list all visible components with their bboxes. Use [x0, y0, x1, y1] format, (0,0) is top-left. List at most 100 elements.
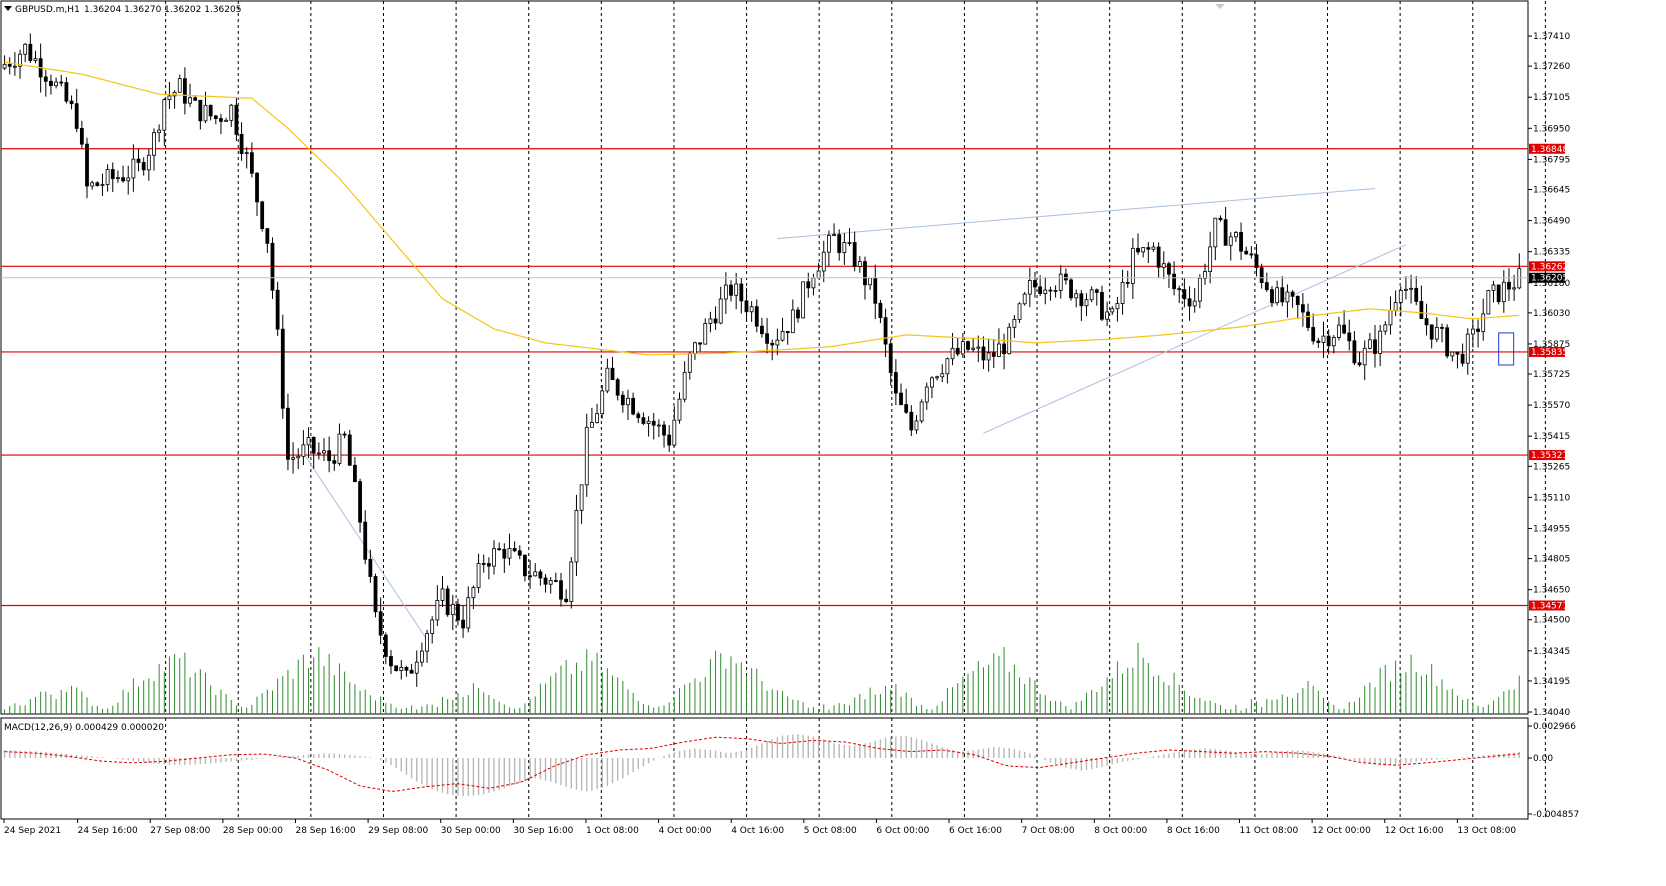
candle-body	[1306, 311, 1310, 328]
candle-body	[548, 580, 553, 585]
y-tick-label: 1.37105	[1533, 93, 1570, 103]
candle-body	[456, 603, 460, 621]
candle-body	[435, 599, 440, 621]
candle-body	[234, 104, 239, 135]
candle-body	[1094, 289, 1099, 293]
candle-body	[703, 323, 708, 345]
trendline	[777, 187, 1376, 240]
chart-shift-marker-icon[interactable]	[1215, 4, 1225, 9]
candle-body	[950, 347, 955, 360]
candle-body	[981, 346, 986, 361]
candle-body	[641, 417, 646, 424]
level-price-tag	[1529, 346, 1565, 357]
candle-body	[1100, 292, 1104, 320]
candle-body	[7, 63, 12, 67]
candle-body	[924, 386, 929, 403]
candle-body	[1130, 247, 1135, 284]
candle-body	[353, 464, 357, 483]
candle-body	[141, 162, 146, 171]
candle-body	[146, 154, 151, 171]
y-tick-label: 1.36490	[1533, 217, 1570, 227]
candle-body	[605, 367, 610, 392]
candle-body	[49, 80, 53, 87]
candle-body	[337, 433, 342, 464]
candle-body	[1491, 284, 1496, 291]
candle-body	[1300, 304, 1305, 313]
symbol-dropdown-icon[interactable]	[4, 6, 12, 11]
candle-body	[893, 372, 898, 394]
candle-body	[59, 81, 64, 84]
candle-body	[301, 444, 306, 457]
candle-body	[986, 352, 991, 361]
candle-body	[1280, 287, 1285, 303]
candle-body	[280, 328, 285, 409]
candle-body	[2, 63, 7, 69]
candle-body	[85, 143, 89, 187]
candle-body	[502, 548, 507, 559]
price-axis[interactable]: 1.37410 1.37260 1.37105 1.36950 1.36795 1.366…	[1, 32, 1570, 718]
candle-body	[1362, 347, 1367, 366]
y-tick-label: 1.36180	[1533, 279, 1570, 289]
x-tick-label: 8 Oct 16:00	[1167, 826, 1220, 836]
candle-body	[224, 119, 229, 122]
candle-body	[100, 184, 105, 187]
selection-rectangle[interactable]	[1498, 332, 1515, 366]
candle-body	[1404, 288, 1408, 291]
macd-series	[3, 734, 1520, 797]
macd-tick-label: 0.00	[1533, 754, 1553, 764]
candle-body	[229, 104, 234, 121]
candle-body	[1316, 340, 1321, 343]
candle-body	[157, 129, 162, 134]
candle-body	[332, 460, 337, 464]
candle-body	[1259, 267, 1264, 284]
candle-body	[399, 667, 404, 672]
candle-body	[1141, 247, 1146, 253]
y-tick-label: 1.36950	[1533, 124, 1570, 134]
horizontal-levels[interactable]: 1.36848 1.36262 1.35835 1.35321 1.34571	[1, 143, 1568, 612]
candle-body	[1342, 324, 1347, 334]
candle-body	[559, 580, 563, 600]
candle-body	[270, 242, 275, 291]
time-axis[interactable]: 24 Sep 2021 24 Sep 16:00 27 Sep 08:00 28 Se…	[1, 818, 1528, 836]
candle-body	[708, 318, 713, 324]
y-tick-label: 1.36645	[1533, 185, 1570, 195]
candle-body	[713, 318, 718, 324]
candle-body	[450, 603, 455, 616]
candle-body	[1053, 290, 1058, 292]
candle-body	[1027, 280, 1032, 295]
candle-body	[615, 379, 620, 396]
candle-body	[780, 330, 785, 341]
candle-body	[152, 132, 156, 156]
candle-body	[579, 484, 584, 511]
candle-body	[775, 339, 780, 346]
y-tick-label: 1.34195	[1533, 677, 1570, 687]
candle-body	[538, 571, 543, 579]
candle-body	[1321, 335, 1326, 343]
x-tick-label: 11 Oct 08:00	[1240, 826, 1299, 836]
candle-body	[620, 394, 625, 406]
candle-body	[1172, 273, 1176, 290]
candle-body	[1455, 351, 1460, 355]
candle-body	[1465, 333, 1470, 364]
candle-body	[239, 133, 244, 154]
candle-body	[347, 434, 352, 466]
candle-body	[873, 277, 878, 304]
candle-body	[1161, 263, 1166, 268]
candle-body	[1197, 277, 1202, 302]
level-price-tag	[1529, 600, 1565, 611]
candle-body	[476, 563, 481, 588]
macd-tick-label: -0.004857	[1533, 810, 1579, 820]
candle-body	[430, 619, 435, 634]
macd-label: MACD(12,26,9) 0.000429 0.000020	[4, 723, 164, 733]
candle-body	[636, 413, 641, 419]
candle-body	[219, 118, 223, 122]
candle-body	[260, 201, 265, 230]
candle-body	[23, 43, 28, 55]
volume-bars	[4, 642, 1520, 714]
x-tick-label: 30 Sep 16:00	[513, 826, 573, 836]
candle-body	[512, 548, 517, 552]
candle-body	[1063, 273, 1068, 281]
candle-body	[1501, 281, 1506, 303]
ma-line	[4, 61, 1520, 356]
